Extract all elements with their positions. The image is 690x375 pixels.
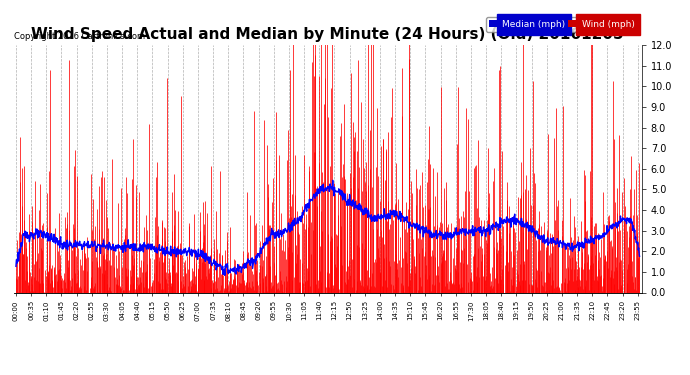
Title: Wind Speed Actual and Median by Minute (24 Hours) (Old) 20161205: Wind Speed Actual and Median by Minute (… (32, 27, 624, 42)
Legend: Median (mph), Wind (mph): Median (mph), Wind (mph) (486, 17, 637, 32)
Text: Copyright 2016 Cartronics.com: Copyright 2016 Cartronics.com (14, 32, 145, 41)
